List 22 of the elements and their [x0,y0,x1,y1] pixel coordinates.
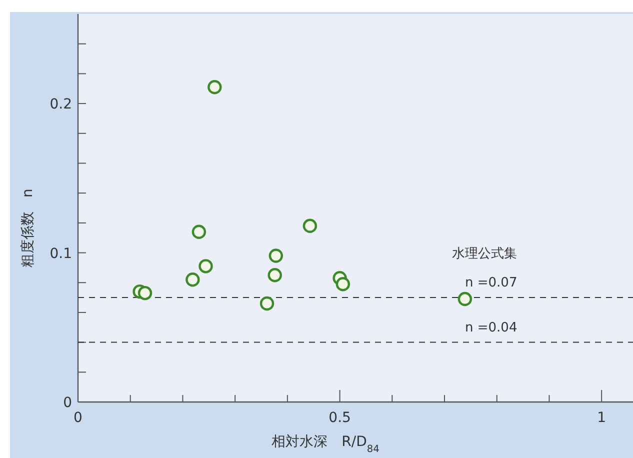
y-tick-label: 0 [63,395,72,411]
point [268,248,284,263]
ref-line-label: n =0.04 [465,320,518,336]
point [268,268,282,282]
y-tick-label: 0.2 [50,96,72,113]
annotation: 水理公式集 [452,246,517,262]
point [198,259,213,274]
x-tick-label: 0 [74,410,82,426]
point [192,224,206,239]
point [186,272,200,287]
x-tick-label: 0.5 [328,410,351,426]
point [260,296,274,311]
y-axis-title: 粗度係数 n [20,188,36,268]
ref-line-label: n =0.07 [465,276,518,291]
x-axis-title: 相対水深 R/D$_{84}$ [272,434,380,454]
y-tick-label: 0.1 [50,246,72,262]
point [458,292,472,306]
point [302,218,318,234]
point [208,80,222,94]
point [336,277,350,292]
x-tick-label: 1 [597,410,606,426]
point [138,286,152,300]
